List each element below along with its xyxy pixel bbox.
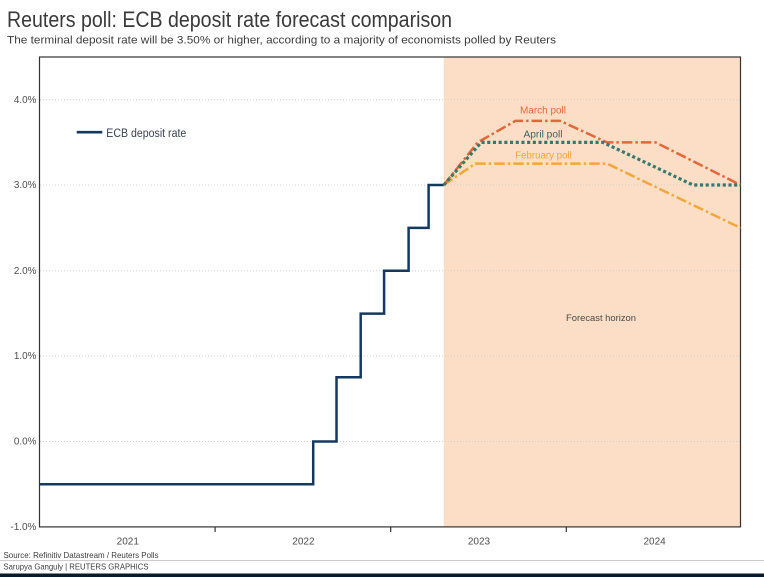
svg-text:The terminal deposit rate will: The terminal deposit rate will be 3.50% … — [7, 35, 557, 47]
svg-text:Sarupya Ganguly | REUTERS GRAP: Sarupya Ganguly | REUTERS GRAPHICS — [4, 563, 150, 572]
svg-text:Source: Refinitiv Datastream /: Source: Refinitiv Datastream / Reuters P… — [4, 551, 159, 560]
svg-text:2.0%: 2.0% — [14, 266, 37, 277]
svg-text:2024: 2024 — [643, 536, 666, 547]
svg-text:February poll: February poll — [515, 151, 572, 162]
svg-text:Reuters poll: ECB deposit rate: Reuters poll: ECB deposit rate forecast … — [7, 7, 452, 32]
svg-text:4.0%: 4.0% — [14, 95, 37, 106]
svg-text:2021: 2021 — [117, 536, 140, 547]
svg-text:0.0%: 0.0% — [14, 437, 37, 448]
svg-text:2023: 2023 — [468, 536, 491, 547]
svg-text:3.0%: 3.0% — [14, 180, 37, 191]
svg-text:April poll: April poll — [524, 130, 563, 141]
svg-text:-1.0%: -1.0% — [10, 522, 36, 533]
svg-text:2022: 2022 — [292, 536, 315, 547]
svg-text:1.0%: 1.0% — [14, 351, 37, 362]
svg-text:ECB deposit rate: ECB deposit rate — [106, 128, 186, 140]
svg-text:March poll: March poll — [520, 106, 566, 117]
svg-text:Forecast horizon: Forecast horizon — [566, 313, 636, 324]
